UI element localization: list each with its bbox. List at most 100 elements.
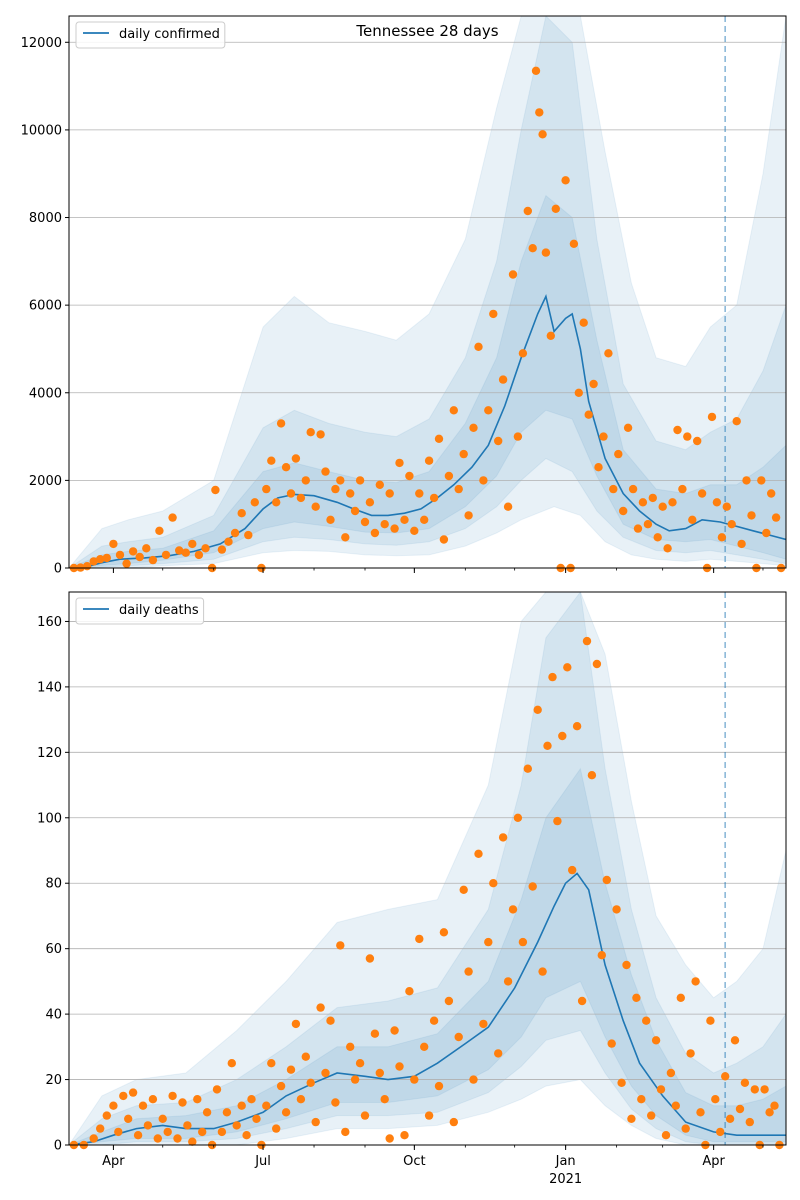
- deaths-data-point: [420, 1042, 429, 1052]
- deaths-data-point: [730, 1036, 740, 1045]
- deaths-data-point: [533, 705, 542, 714]
- confirmed-data-point: [346, 489, 355, 498]
- confirmed-band-mid: [69, 16, 786, 568]
- deaths-data-point: [464, 967, 473, 976]
- x-tick-label: Jan: [555, 1154, 576, 1169]
- deaths-gridlines: [69, 621, 786, 1146]
- confirmed-data-point: [286, 489, 296, 498]
- deaths-data-point: [474, 849, 483, 858]
- deaths-data-point: [252, 1114, 261, 1124]
- confirmed-band-outer: [69, 16, 786, 568]
- confirmed-data-point: [211, 485, 220, 495]
- confirmed-data-point: [365, 498, 375, 507]
- confirmed-data-point: [683, 432, 692, 441]
- confirmed-data-point: [584, 410, 593, 419]
- confirmed-data-point: [230, 528, 240, 538]
- confirmed-data-point: [122, 559, 131, 568]
- deaths-data-point: [336, 941, 345, 950]
- deaths-data-point: [513, 813, 523, 822]
- deaths-y-tick-label: 160: [37, 615, 62, 630]
- confirmed-data-point: [678, 484, 687, 494]
- confirmed-data-point: [109, 539, 118, 549]
- deaths-data-point: [587, 771, 597, 780]
- deaths-data-point: [750, 1085, 759, 1094]
- deaths-data-point: [449, 1117, 458, 1127]
- x-tick-label: Apr: [102, 1154, 125, 1169]
- confirmed-data-point: [638, 498, 648, 507]
- deaths-data-point: [459, 885, 468, 894]
- deaths-data-point: [735, 1104, 745, 1114]
- deaths-data-point: [745, 1117, 754, 1127]
- confirmed-data-point: [653, 533, 662, 542]
- deaths-chart-panel: 0 20 40 60 80 100 120 140 160 Apr Jul Oct Jan Apr da…: [37, 591, 787, 1187]
- confirmed-data-point: [434, 434, 444, 443]
- deaths-y-tick-label: 20: [45, 1073, 62, 1088]
- confirmed-data-point: [623, 423, 633, 432]
- deaths-data-point: [306, 1078, 315, 1088]
- confirmed-data-point: [663, 544, 672, 553]
- confirmed-data-point: [444, 471, 454, 481]
- confirmed-data-point: [594, 463, 603, 472]
- deaths-data-point: [311, 1117, 320, 1127]
- deaths-legend: daily deaths: [75, 597, 205, 625]
- confirmed-data-point: [614, 449, 623, 459]
- confirmed-data-point: [464, 511, 473, 520]
- confirmed-data-point: [561, 176, 570, 185]
- confirmed-data-point: [355, 476, 365, 485]
- deaths-data-point: [642, 1016, 651, 1025]
- deaths-data-point: [360, 1111, 370, 1120]
- deaths-legend-box: [75, 597, 205, 625]
- deaths-data-point: [503, 977, 513, 986]
- deaths-y-tick-label: 140: [37, 680, 62, 695]
- deaths-data-point: [612, 905, 621, 914]
- confirmed-data-point: [96, 555, 105, 564]
- deaths-data-point: [671, 1101, 680, 1110]
- deaths-data-point: [133, 1131, 143, 1140]
- deaths-data-point: [178, 1098, 187, 1107]
- confirmed-data-point: [439, 535, 449, 544]
- deaths-data-point: [138, 1101, 148, 1110]
- confirmed-data-point: [188, 539, 197, 549]
- deaths-data-point: [592, 659, 602, 669]
- deaths-data-point: [400, 1131, 409, 1140]
- deaths-data-point: [637, 1095, 646, 1104]
- confirmed-data-point: [326, 515, 335, 524]
- confirmed-data-point: [168, 513, 177, 522]
- deaths-data-point: [237, 1101, 246, 1110]
- deaths-data-point: [291, 1019, 301, 1029]
- confirmed-legend-label: daily confirmed: [119, 27, 220, 42]
- confirmed-data-point: [142, 544, 151, 553]
- confirmed-data-point: [415, 489, 424, 498]
- deaths-data-point: [109, 1101, 118, 1110]
- confirmed-data-point: [551, 204, 560, 213]
- deaths-data-point: [350, 1075, 360, 1084]
- deaths-data-point: [528, 882, 537, 891]
- confirmed-data-point: [405, 471, 414, 481]
- deaths-data-point: [341, 1127, 350, 1137]
- deaths-data-point: [651, 1036, 661, 1045]
- deaths-data-point: [385, 1134, 394, 1143]
- deaths-data-point: [627, 1114, 636, 1124]
- confirmed-data-point: [518, 349, 528, 358]
- deaths-data-point: [355, 1059, 365, 1068]
- deaths-data-point: [153, 1134, 162, 1143]
- confirmed-data-point: [410, 526, 419, 535]
- confirmed-data-point: [469, 423, 478, 432]
- confirmed-data-point: [494, 436, 503, 446]
- confirmed-y-ticks: 0 2000 4000 6000 8000 10000 12000: [21, 36, 69, 577]
- deaths-data-point: [346, 1042, 355, 1052]
- confirmed-data-point: [311, 502, 320, 511]
- deaths-data-point: [212, 1085, 222, 1094]
- deaths-data-point: [247, 1095, 256, 1104]
- deaths-data-point: [770, 1101, 779, 1110]
- confirmed-data-point: [380, 520, 389, 529]
- confirmed-data-point: [244, 530, 253, 540]
- confirmed-y-tick-label: 4000: [29, 386, 62, 401]
- deaths-data-point: [681, 1124, 690, 1133]
- deaths-data-point: [489, 879, 498, 888]
- confirmed-data-point: [360, 517, 370, 527]
- deaths-data-point: [558, 731, 567, 741]
- deaths-observed-points: [69, 636, 784, 1150]
- deaths-data-point: [202, 1108, 212, 1117]
- confirmed-data-point: [400, 515, 409, 524]
